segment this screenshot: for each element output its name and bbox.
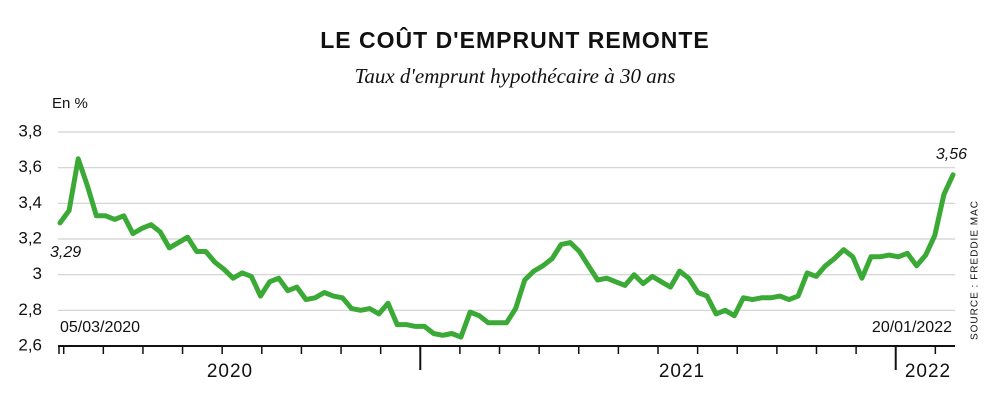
end-label: 20/01/2022: [872, 319, 952, 336]
y-tick-label: 3,4: [18, 193, 42, 212]
value-label: 3,29: [50, 244, 81, 261]
x-tick-label: 2021: [659, 361, 705, 382]
x-tick-label: 2022: [905, 361, 951, 382]
source: SOURCE : FREDDIE MAC: [970, 200, 981, 340]
start-label: 05/03/2020: [60, 319, 140, 336]
x-tick-label: 2020: [207, 361, 253, 382]
y-axis-label: En %: [52, 95, 88, 112]
y-tick-label: 3,2: [18, 228, 42, 247]
y-tick-label: 2,6: [18, 335, 42, 354]
data-line: [57, 156, 956, 340]
y-tick-label: 3: [33, 264, 42, 283]
value-label: 3,56: [936, 146, 967, 163]
y-tick-label: 3,6: [18, 157, 42, 176]
chart-subtitle: Taux d'emprunt hypothécaire à 30 ans: [355, 64, 676, 88]
y-tick-label: 2,8: [18, 300, 42, 319]
chart-title: LE COÛT D'EMPRUNT REMONTE: [320, 26, 710, 53]
y-tick-label: 3,8: [18, 121, 42, 140]
